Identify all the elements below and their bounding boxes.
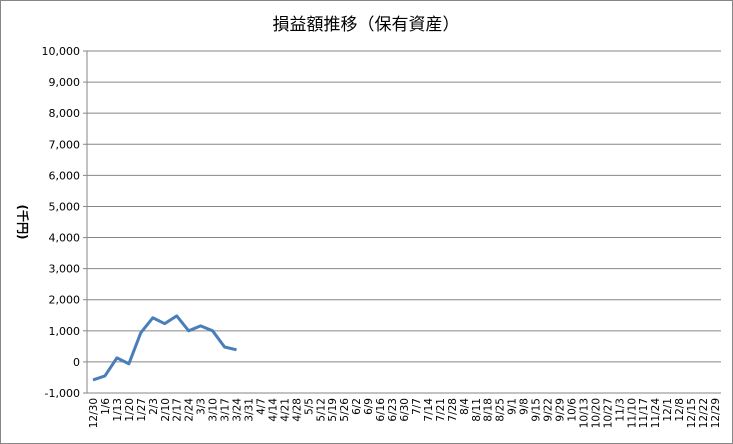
x-tick-label: 6/23 bbox=[387, 398, 399, 422]
x-tick-label: 3/17 bbox=[220, 398, 232, 422]
x-tick-label: 11/3 bbox=[614, 398, 626, 422]
x-tick-label: 3/3 bbox=[196, 398, 208, 415]
x-tick-label: 7/28 bbox=[447, 398, 459, 422]
x-tick-label: 2/10 bbox=[160, 398, 172, 422]
x-tick-label: 6/2 bbox=[351, 398, 363, 415]
data-line bbox=[92, 314, 237, 382]
x-tick-label: 4/14 bbox=[267, 398, 279, 422]
y-tick-label: 0 bbox=[73, 356, 80, 369]
y-tick-label: 3,000 bbox=[49, 263, 81, 276]
x-tick-label: 12/30 bbox=[88, 398, 100, 428]
y-tick-label: 6,000 bbox=[49, 169, 81, 182]
x-tick-label: 10/20 bbox=[590, 398, 602, 428]
x-tick-label: 12/1 bbox=[662, 398, 674, 422]
x-tick-label: 12/15 bbox=[686, 398, 698, 428]
x-tick-label: 4/28 bbox=[291, 398, 303, 422]
x-tick-label: 1/20 bbox=[124, 398, 136, 422]
x-tick-label: 2/17 bbox=[172, 398, 184, 422]
x-tick-label: 12/8 bbox=[674, 398, 686, 422]
chart-title: 損益額推移（保有資産） bbox=[273, 15, 460, 35]
x-tick-label: 3/31 bbox=[243, 398, 255, 422]
x-tick-label: 12/22 bbox=[698, 398, 710, 428]
x-tick-label: 11/10 bbox=[626, 398, 638, 428]
x-tick-label: 1/27 bbox=[136, 398, 148, 422]
y-tick-label: 4,000 bbox=[49, 232, 81, 245]
x-tick-label: 9/29 bbox=[555, 398, 567, 422]
y-axis-label: (千円) bbox=[16, 205, 31, 240]
x-tick-label: 8/4 bbox=[459, 398, 471, 415]
x-tick-label: 12/29 bbox=[710, 398, 722, 428]
x-tick-label: 8/25 bbox=[495, 398, 507, 422]
x-tick-label: 4/21 bbox=[279, 398, 291, 422]
x-tick-label: 11/24 bbox=[650, 398, 662, 429]
y-tick-label: 10,000 bbox=[42, 45, 81, 58]
x-tick-label: 9/15 bbox=[531, 398, 543, 422]
y-tick-label: 1,000 bbox=[49, 325, 81, 338]
x-tick-label: 8/11 bbox=[471, 398, 483, 422]
x-tick-label: 5/5 bbox=[303, 398, 315, 415]
x-tick-label: 9/22 bbox=[543, 398, 555, 422]
x-tick-label: 10/27 bbox=[602, 398, 614, 428]
x-tick-label: 1/13 bbox=[112, 398, 124, 422]
x-tick-label: 4/7 bbox=[255, 398, 267, 415]
y-tick-label: 8,000 bbox=[49, 107, 81, 120]
x-tick-label: 7/7 bbox=[411, 398, 423, 415]
x-tick-label: 11/17 bbox=[638, 398, 650, 428]
y-tick-label: 7,000 bbox=[49, 138, 81, 151]
x-tick-label: 2/3 bbox=[148, 398, 160, 415]
x-tick-label: 6/16 bbox=[375, 398, 387, 422]
x-tick-label: 9/8 bbox=[519, 398, 531, 415]
x-tick-label: 6/30 bbox=[399, 398, 411, 422]
x-tick-label: 10/6 bbox=[566, 398, 578, 422]
x-tick-label: 5/19 bbox=[327, 398, 339, 422]
x-tick-label: 6/9 bbox=[363, 398, 375, 415]
x-tick-label: 7/21 bbox=[435, 398, 447, 422]
x-tick-label: 9/1 bbox=[507, 398, 519, 415]
x-tick-label: 3/24 bbox=[232, 398, 244, 422]
x-tick-label: 2/24 bbox=[184, 398, 196, 422]
x-tick-label: 8/18 bbox=[483, 398, 495, 422]
x-tick-label: 5/12 bbox=[315, 398, 327, 422]
y-tick-label: 2,000 bbox=[49, 294, 81, 307]
y-tick-label: 5,000 bbox=[49, 200, 81, 213]
x-tick-label: 5/26 bbox=[339, 398, 351, 422]
x-tick-label: 10/13 bbox=[578, 398, 590, 428]
x-tick-label: 1/6 bbox=[100, 398, 112, 415]
y-tick-label: 9,000 bbox=[49, 76, 81, 89]
x-tick-label: 7/14 bbox=[423, 398, 435, 422]
y-tick-label: -1,000 bbox=[45, 387, 80, 400]
x-tick-label: 3/10 bbox=[208, 398, 220, 422]
